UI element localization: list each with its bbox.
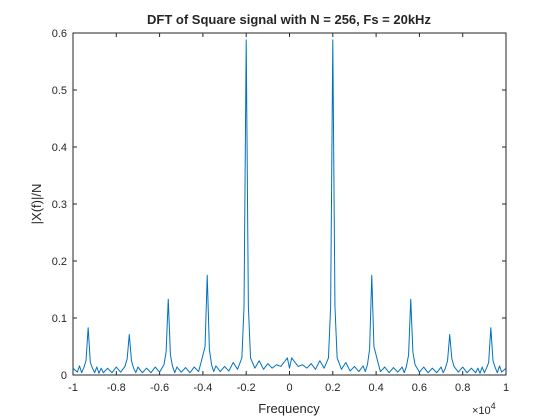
x-tick-label: 0.8: [455, 382, 470, 394]
series-layer: [72, 39, 507, 374]
x-tick-label: -0.2: [237, 382, 256, 394]
y-tick-label: 0.4: [52, 142, 67, 154]
x-tick-label: 0.2: [325, 382, 340, 394]
y-tick-label: 0.2: [52, 256, 67, 268]
y-tick-label: 0.5: [52, 85, 67, 97]
chart-title: DFT of Square signal with N = 256, Fs = …: [147, 12, 431, 27]
x-tick-label: -1: [68, 382, 78, 394]
x-tick-label: -0.4: [193, 382, 212, 394]
x-tick-label: 0.6: [412, 382, 427, 394]
x-tick-label: 0: [286, 382, 292, 394]
x-tick-label: 1: [503, 382, 509, 394]
x-axis-ticks: -1 -0.8 -0.6 -0.4 -0.2 0 0.2 0.4 0.6 0.8 1: [68, 33, 509, 394]
x-axis-label: Frequency: [258, 401, 320, 416]
x-axis-exponent-power: 4: [491, 401, 496, 411]
plot-area: [72, 32, 507, 376]
x-tick-label: -0.6: [150, 382, 169, 394]
y-axis-label: |X(f)|/N: [29, 184, 44, 225]
y-tick-label: 0.1: [52, 313, 67, 325]
x-axis-exponent-base: ×10: [472, 405, 491, 417]
series-line: [72, 39, 507, 374]
x-axis-exponent: ×104: [472, 401, 496, 417]
y-axis-ticks: 0 0.1 0.2 0.3 0.4 0.5 0.6: [52, 28, 506, 382]
y-tick-label: 0.3: [52, 199, 67, 211]
y-tick-label: 0.6: [52, 28, 67, 40]
x-tick-label: 0.4: [368, 382, 383, 394]
y-tick-label: 0: [61, 370, 67, 382]
x-tick-label: -0.8: [107, 382, 126, 394]
